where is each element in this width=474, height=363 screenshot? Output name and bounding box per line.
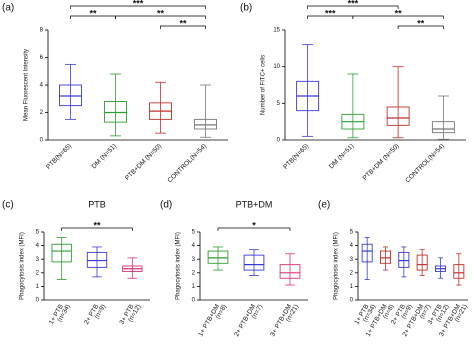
y-tick-label: 4 — [40, 83, 44, 89]
y-tick-label: 3 — [350, 257, 354, 263]
significance-label: *** — [133, 0, 144, 8]
box — [207, 250, 229, 264]
box — [104, 101, 127, 123]
significance-label: *** — [348, 0, 359, 8]
y-axis-label: Mean Fluorescent Intensity — [24, 49, 30, 121]
panel-label: (b) — [240, 3, 252, 14]
y-tick-label: 2 — [350, 270, 354, 276]
box — [380, 250, 391, 264]
box — [194, 118, 217, 130]
box — [59, 84, 82, 107]
box — [416, 254, 428, 271]
significance-label: ** — [395, 8, 403, 18]
y-tick-label: 2 — [192, 270, 196, 276]
y-tick-label: 0 — [192, 298, 196, 304]
y-tick-label: 4 — [192, 243, 196, 249]
significance-bracket — [397, 25, 444, 29]
panel-label: (c) — [2, 200, 14, 211]
panel-title: PTB+DM — [236, 199, 273, 209]
y-axis-label: Phagocytosis index (MFI) — [20, 232, 26, 300]
box — [431, 121, 455, 134]
y-tick-label: 3 — [36, 257, 40, 263]
x-tick-label: DM (N=51) — [91, 143, 119, 171]
x-tick-label: 2+ PTB+DM — [233, 303, 257, 337]
x-tick-label: DM (N=51) — [328, 143, 356, 171]
box — [86, 251, 108, 268]
y-tick-label: 0 — [40, 138, 44, 144]
box — [398, 251, 410, 268]
y-axis-label: Phagocytosis index (MFI) — [334, 232, 340, 300]
x-tick-label: CONTROL(N=54) — [167, 143, 209, 185]
y-tick-label: 8 — [40, 28, 44, 34]
y-tick-label: 5 — [277, 101, 281, 107]
y-tick-label: 6 — [40, 55, 44, 61]
significance-label: * — [252, 220, 256, 230]
y-tick-label: 0 — [350, 298, 354, 304]
significance-label: *** — [325, 8, 336, 18]
y-tick-label: 0 — [277, 138, 281, 144]
box — [453, 264, 465, 279]
box — [279, 264, 301, 279]
x-tick-label: 1+ PTB+DM — [197, 303, 221, 337]
y-tick-label: 5 — [36, 230, 40, 236]
box — [243, 254, 265, 271]
significance-label: ** — [179, 18, 187, 28]
significance-bracket — [115, 15, 206, 19]
x-tick-label: PTB(N=65) — [45, 143, 73, 171]
panel-label: (d) — [160, 200, 172, 211]
significance-bracket — [307, 5, 399, 9]
box — [386, 106, 410, 126]
significance-bracket — [217, 227, 291, 231]
y-tick-label: 4 — [36, 243, 40, 249]
significance-label: ** — [93, 220, 101, 230]
y-tick-label: 1 — [350, 284, 354, 290]
significance-label: ** — [157, 8, 165, 18]
y-axis-label: Number of FITC+ cells — [261, 55, 267, 115]
x-tick-label: PTB(N=65) — [282, 143, 310, 171]
box — [51, 243, 72, 263]
y-tick-label: 1 — [192, 284, 196, 290]
significance-label: ** — [417, 18, 425, 28]
y-tick-label: 1 — [36, 284, 40, 290]
y-tick-label: 5 — [192, 230, 196, 236]
box — [361, 243, 373, 263]
y-tick-label: 5 — [350, 230, 354, 236]
y-tick-label: 2 — [36, 270, 40, 276]
x-tick-label: PTB+DM (N=50) — [124, 143, 163, 182]
y-tick-label: 3 — [192, 257, 196, 263]
significance-bracket — [70, 5, 206, 9]
significance-label: ** — [89, 8, 97, 18]
significance-bracket — [352, 15, 444, 19]
panel-title: PTB — [88, 199, 106, 209]
y-tick-label: 2 — [40, 110, 44, 116]
x-tick-label: PTB+DM (N=50) — [362, 143, 401, 182]
y-tick-label: 10 — [273, 64, 280, 70]
x-tick-label: CONTROL(N=54) — [404, 143, 446, 185]
panel-label: (a) — [2, 3, 14, 14]
significance-bracket — [61, 227, 133, 231]
y-axis-label: Phagocytosis index (MFI) — [176, 232, 182, 300]
significance-bracket — [160, 25, 206, 29]
panel-label: (e) — [318, 200, 330, 211]
y-tick-label: 0 — [36, 298, 40, 304]
y-tick-label: 15 — [273, 28, 280, 34]
y-tick-label: 4 — [350, 243, 354, 249]
